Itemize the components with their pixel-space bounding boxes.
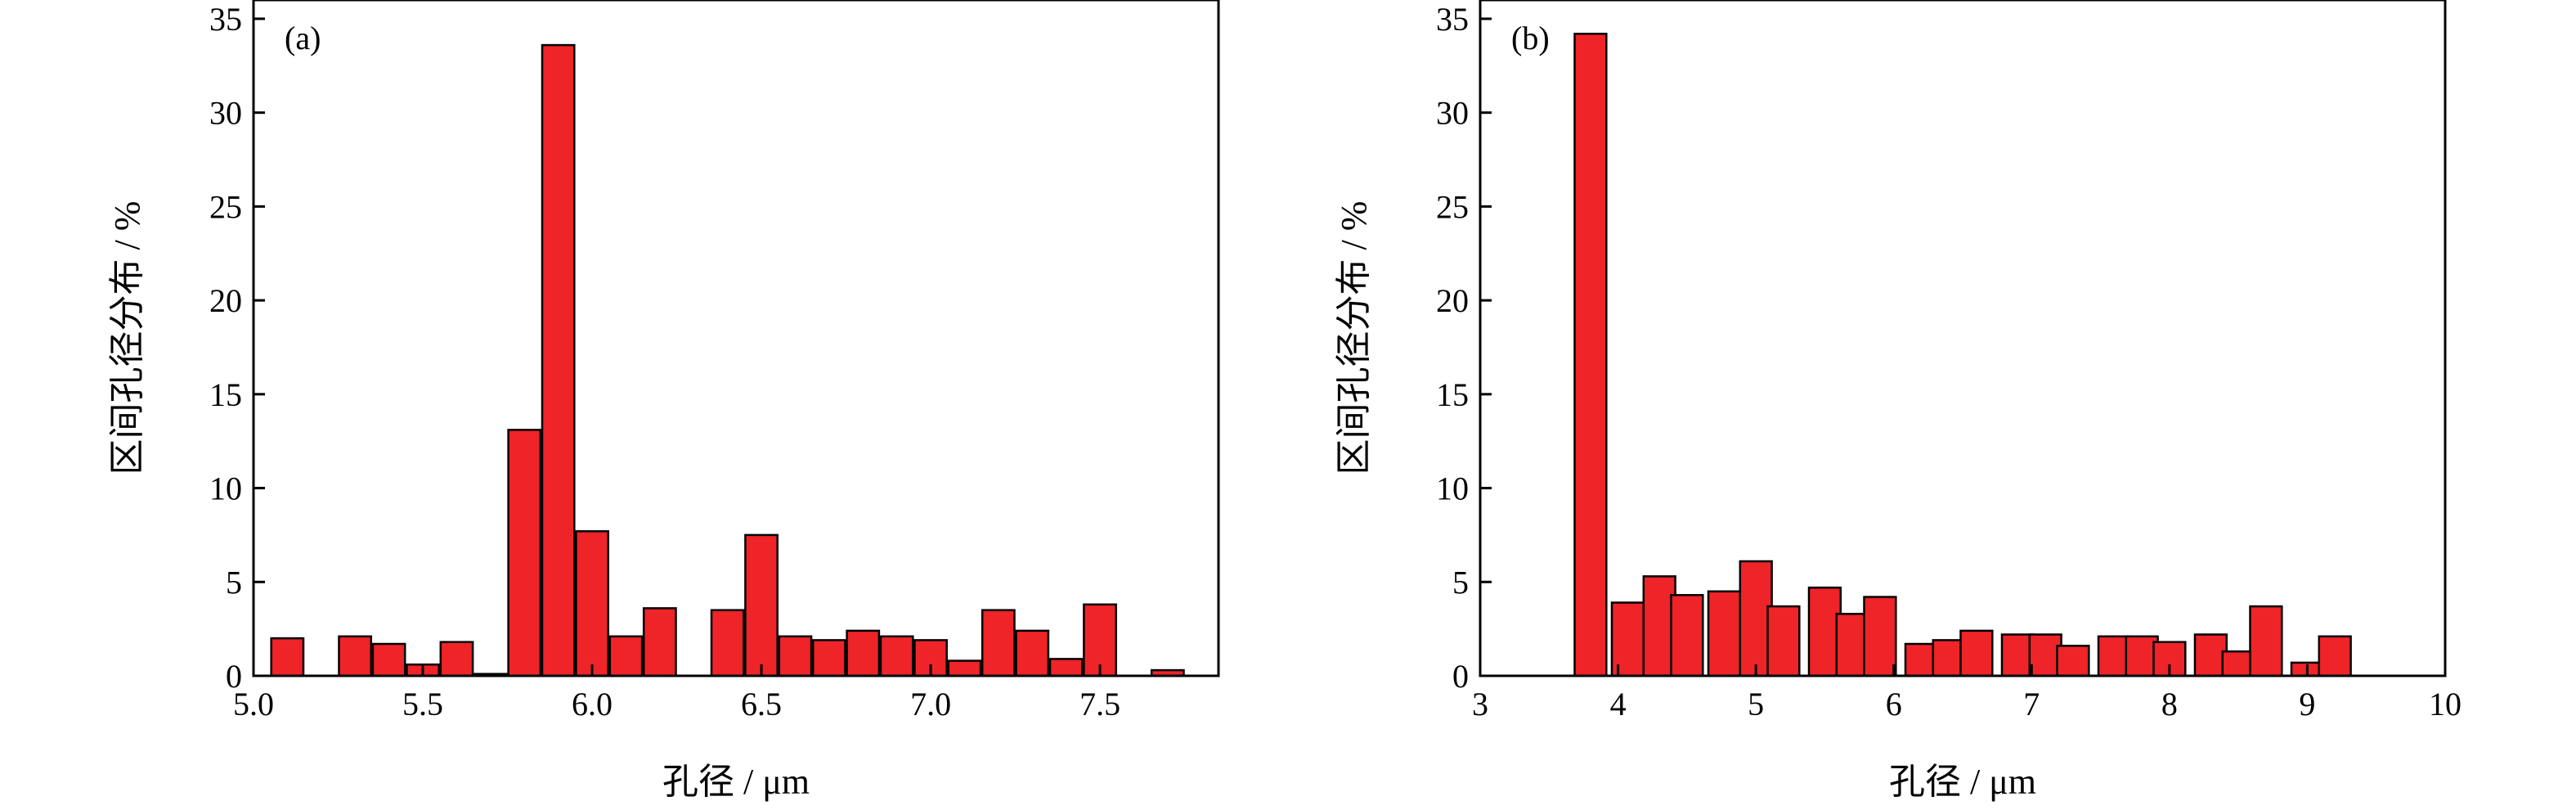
x-tick-label: 10 — [2429, 686, 2462, 722]
x-tick-label: 6 — [1886, 686, 1902, 722]
panel-a: 0 5 10 15 20 25 30 35 5.0 5.5 6.0 6.5 7.0 7.5 (a) 孔径 / … — [107, 0, 1220, 802]
bar — [371, 642, 406, 677]
panel-label: (a) — [285, 20, 321, 56]
x-tick-label: 6.0 — [572, 686, 613, 722]
y-tick-label: 35 — [1436, 1, 1469, 38]
x-tick-label: 9 — [2299, 686, 2315, 722]
y-tick-label: 25 — [1436, 188, 1469, 225]
y-tick-label: 15 — [1436, 376, 1469, 413]
bar — [1863, 596, 1897, 677]
bar — [1739, 560, 1773, 677]
x-axis-label: 孔径 / μm — [1889, 762, 2036, 802]
bar — [541, 43, 576, 677]
y-tick-label: 30 — [209, 95, 242, 132]
y-tick-label: 25 — [209, 188, 242, 225]
x-tick-label: 7.5 — [1079, 686, 1120, 722]
y-tick-label: 20 — [1436, 282, 1469, 319]
y-tick-label: 35 — [209, 1, 242, 38]
y-tick-label: 20 — [209, 282, 242, 319]
bar — [2152, 641, 2187, 677]
bar — [2249, 605, 2283, 677]
bar — [778, 635, 813, 677]
x-tick-label: 5 — [1748, 686, 1764, 722]
bar — [507, 429, 542, 677]
bar — [1015, 629, 1050, 677]
bar — [2028, 633, 2062, 677]
bar — [947, 659, 982, 677]
bar — [338, 635, 373, 677]
y-tick-label: 0 — [1452, 658, 1469, 695]
bar — [981, 609, 1016, 677]
bar — [1766, 605, 1801, 677]
panel-label: (b) — [1511, 20, 1550, 56]
bar — [1959, 629, 1994, 677]
bar — [1932, 639, 1966, 677]
x-tick-label: 3 — [1472, 686, 1488, 722]
bar — [1083, 603, 1117, 677]
panel-b: 0 5 10 15 20 25 30 35 3 4 5 6 7 8 9 10 (b) 孔径 / μm 区间孔径分布 … — [1334, 0, 2462, 802]
bar — [2056, 645, 2090, 677]
bar — [879, 635, 914, 677]
bar — [642, 607, 677, 677]
x-tick-label: 7 — [2023, 686, 2040, 722]
x-axis-label: 孔径 / μm — [662, 762, 810, 802]
y-tick-label: 5 — [226, 564, 242, 601]
y-tick-label: 5 — [1452, 564, 1469, 601]
y-tick-label: 15 — [209, 376, 242, 413]
bar — [710, 609, 745, 677]
y-tick-label: 30 — [1436, 95, 1469, 132]
bar — [1048, 658, 1084, 677]
bar — [1670, 594, 1704, 677]
bar — [2318, 635, 2352, 677]
y-tick-label: 0 — [226, 658, 242, 695]
bar — [439, 641, 474, 677]
bar — [811, 639, 846, 677]
bar — [744, 533, 779, 677]
y-tick-label: 10 — [209, 470, 242, 507]
x-tick-label: 5.5 — [402, 686, 443, 722]
bar — [608, 635, 644, 677]
x-tick-label: 8 — [2161, 686, 2178, 722]
bar — [575, 530, 609, 677]
bar — [1707, 590, 1742, 677]
plot-frame — [252, 0, 1220, 677]
bar — [1573, 33, 1608, 677]
x-tick-label: 4 — [1610, 686, 1627, 722]
y-axis-label: 区间孔径分布 / % — [1334, 201, 1374, 475]
x-tick-label: 5.0 — [233, 686, 274, 722]
bar — [846, 629, 881, 677]
bar — [1835, 613, 1869, 677]
y-tick-label: 10 — [1436, 470, 1469, 507]
plot-frame — [1479, 0, 2447, 677]
y-axis-label: 区间孔径分布 / % — [107, 201, 147, 475]
bar — [1610, 601, 1645, 677]
x-tick-label: 7.0 — [910, 686, 951, 722]
bar — [2221, 650, 2255, 677]
bar — [270, 637, 305, 677]
x-tick-label: 6.5 — [741, 686, 782, 722]
